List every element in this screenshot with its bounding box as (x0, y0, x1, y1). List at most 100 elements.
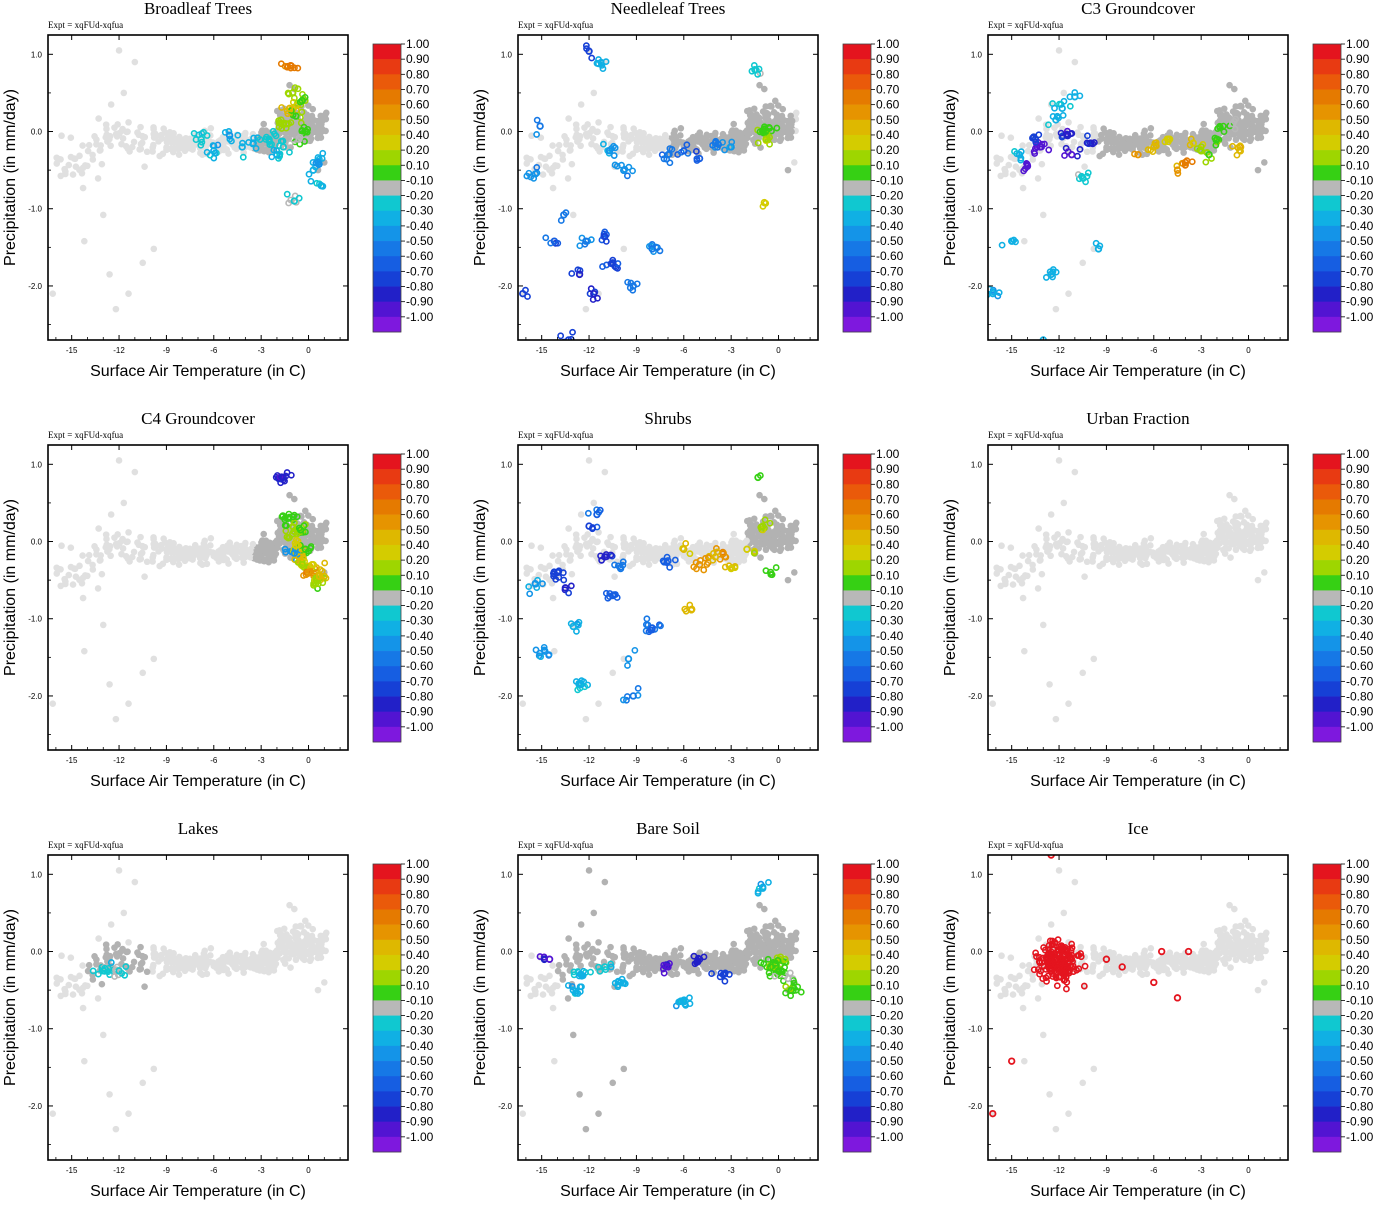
bg-point (1090, 534, 1097, 541)
colorbar-label: 0.80 (406, 67, 430, 81)
bg-point (70, 581, 77, 588)
bg-point (260, 941, 267, 948)
colorbar-segment (1313, 651, 1341, 666)
bg-point (1053, 541, 1060, 548)
colorbar-segment (373, 44, 401, 59)
colorbar-segment (1313, 681, 1341, 696)
x-tick-label: -6 (680, 756, 688, 765)
expt-label: Expt = xqFUd-xqfua (518, 430, 593, 440)
colorbar-segment (843, 606, 871, 621)
colorbar-segment (1313, 545, 1341, 560)
x-tick-label: -12 (1053, 346, 1065, 355)
bg-point (1135, 549, 1142, 556)
bg-point (640, 969, 647, 976)
bg-point (111, 944, 118, 951)
data-point (774, 565, 779, 570)
colorbar-label: 0.20 (1346, 143, 1370, 157)
bg-point (785, 577, 792, 584)
colorbar-label: 0.40 (1346, 538, 1370, 552)
bg-point (998, 542, 1005, 549)
bg-point (620, 944, 627, 951)
colorbar-segment (843, 120, 871, 135)
bg-point (265, 552, 272, 559)
x-tick-label: -6 (1150, 346, 1158, 355)
colorbar-segment (1313, 135, 1341, 150)
y-tick-label: -1.0 (28, 615, 42, 624)
bg-point (678, 945, 685, 952)
bg-point (791, 569, 798, 576)
data-point (1041, 341, 1046, 346)
bg-point (95, 525, 102, 532)
bg-point (233, 548, 240, 555)
bg-point (1231, 496, 1238, 503)
x-tick-label: -3 (258, 346, 266, 355)
colorbar-segment (1313, 530, 1341, 545)
bg-point (751, 128, 758, 135)
bg-point (1065, 700, 1072, 707)
bg-point (793, 110, 800, 117)
colorbar-label: 0.10 (876, 158, 900, 172)
bg-point (589, 537, 596, 544)
bg-point (1213, 545, 1220, 552)
bg-point (1231, 86, 1238, 93)
bg-point (302, 508, 309, 515)
bg-point (1243, 122, 1250, 129)
bg-point (1037, 557, 1044, 564)
colorbar: 1.000.900.800.700.600.500.400.200.10-0.1… (1313, 37, 1373, 332)
colorbar-segment (373, 515, 401, 530)
bg-point (565, 995, 572, 1002)
bg-point (301, 949, 308, 956)
bg-point (646, 971, 653, 978)
colorbar-segment (1313, 120, 1341, 135)
bg-point (136, 966, 143, 973)
colorbar-label: 0.10 (406, 978, 430, 992)
bg-point (570, 212, 577, 219)
bg-point (630, 151, 637, 158)
bg-point (1112, 548, 1119, 555)
bg-point (620, 534, 627, 541)
bg-point (779, 106, 786, 113)
data-point (320, 151, 325, 156)
bg-point (1263, 520, 1270, 527)
bg-point (785, 167, 792, 174)
colorbar-segment (843, 666, 871, 681)
bg-point (1077, 124, 1084, 131)
colorbar-segment (373, 545, 401, 560)
bg-point (1173, 548, 1180, 555)
bg-point (1112, 138, 1119, 145)
x-axis-label: Surface Air Temperature (in C) (1030, 773, 1246, 790)
bg-point (565, 525, 572, 532)
bg-point (743, 135, 750, 142)
plot-frame (988, 35, 1288, 340)
bg-point (139, 549, 146, 556)
colorbar-label: 0.70 (876, 492, 900, 506)
bg-point (1147, 542, 1154, 549)
bg-point (567, 147, 574, 154)
bg-point (315, 987, 322, 994)
bg-point (542, 156, 549, 163)
bg-point (1144, 561, 1151, 568)
data-point (570, 330, 575, 335)
colorbar-label: -0.10 (406, 173, 434, 187)
bg-point (696, 544, 703, 551)
colorbar-segment (373, 150, 401, 165)
bg-point (118, 551, 125, 558)
colorbar-label: 0.70 (876, 82, 900, 96)
bg-point (1110, 559, 1117, 566)
bg-point (291, 496, 298, 503)
bg-point (70, 991, 77, 998)
bg-point (176, 151, 183, 158)
bg-point (125, 700, 132, 707)
bg-point (736, 541, 743, 548)
bg-point (773, 532, 780, 539)
colorbar-label: -0.40 (876, 219, 904, 233)
colorbar-label: 0.40 (876, 538, 900, 552)
colorbar-label: 0.70 (406, 82, 430, 96)
bg-point (100, 622, 107, 629)
bg-point (1237, 513, 1244, 520)
colorbar-segment (843, 256, 871, 271)
bg-point (151, 544, 158, 551)
bg-point (150, 1066, 157, 1073)
bg-point (1056, 47, 1063, 54)
